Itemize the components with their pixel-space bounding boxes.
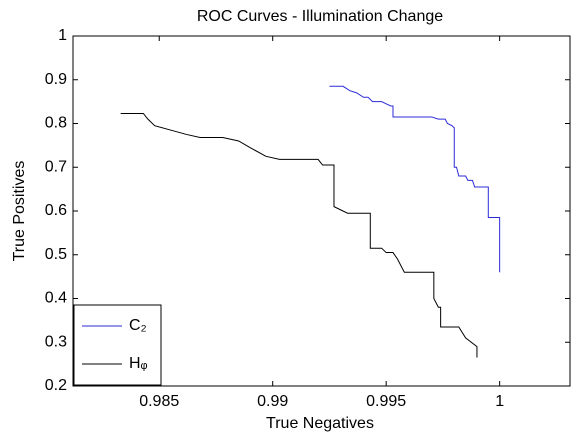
chart-title: ROC Curves - Illumination Change (197, 8, 443, 25)
y-tick-label: 0.5 (45, 246, 67, 263)
x-axis-label: True Negatives (266, 415, 374, 432)
legend-label: C₂ (129, 317, 147, 334)
y-tick-label: 1 (58, 27, 67, 44)
y-tick-label: 0.7 (45, 158, 67, 175)
x-tick-label: 0.99 (257, 393, 288, 410)
series-line (329, 85, 501, 273)
y-tick-label: 0.3 (45, 333, 67, 350)
y-tick-label: 0.9 (45, 71, 67, 88)
y-axis-label: True Positives (11, 161, 28, 262)
y-tick-label: 0.2 (45, 377, 67, 394)
y-tick-label: 0.4 (45, 290, 67, 307)
x-tick-label: 0.985 (139, 393, 179, 410)
x-tick-label: 1 (495, 393, 504, 410)
legend-label: Hᵩ (129, 355, 148, 372)
x-tick-label: 0.995 (366, 393, 406, 410)
legend-box (73, 304, 162, 386)
y-tick-label: 0.6 (45, 202, 67, 219)
series-line (120, 112, 478, 358)
plot-frame (72, 35, 571, 387)
y-tick-label: 0.8 (45, 115, 67, 132)
